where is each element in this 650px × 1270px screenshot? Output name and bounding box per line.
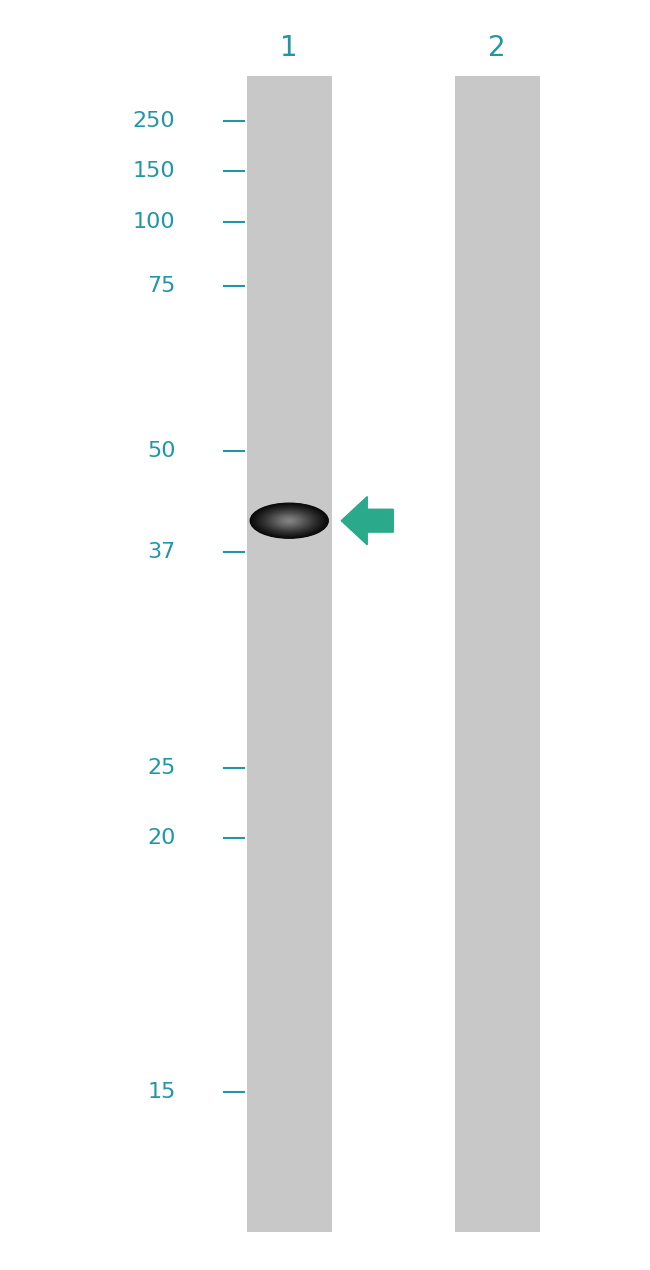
Ellipse shape [268,511,311,531]
Ellipse shape [285,519,293,522]
Ellipse shape [274,514,304,527]
Ellipse shape [265,509,313,532]
Ellipse shape [261,508,317,533]
Text: 1: 1 [280,34,298,62]
Ellipse shape [281,517,298,525]
Text: 25: 25 [147,758,176,779]
Ellipse shape [258,507,320,535]
Ellipse shape [278,516,300,526]
Text: 2: 2 [488,34,506,62]
Ellipse shape [272,513,307,528]
Text: 250: 250 [133,110,176,131]
Ellipse shape [254,505,324,536]
Ellipse shape [286,519,292,522]
Ellipse shape [259,507,320,535]
Ellipse shape [274,513,305,528]
Text: 37: 37 [148,542,176,563]
Text: 20: 20 [147,828,176,848]
Ellipse shape [277,516,302,526]
Ellipse shape [283,518,295,523]
Ellipse shape [250,503,328,538]
Ellipse shape [280,517,299,525]
Ellipse shape [262,508,317,533]
Ellipse shape [257,507,321,535]
Text: 75: 75 [147,276,176,296]
Ellipse shape [256,505,322,536]
Ellipse shape [260,508,318,533]
Ellipse shape [287,519,291,522]
Ellipse shape [270,512,309,530]
Text: 15: 15 [147,1082,176,1102]
Ellipse shape [271,512,308,530]
Ellipse shape [276,514,303,527]
Ellipse shape [273,513,306,528]
Ellipse shape [282,518,296,523]
Ellipse shape [285,518,294,523]
Ellipse shape [278,516,301,526]
Ellipse shape [252,504,326,537]
Ellipse shape [264,509,315,532]
FancyBboxPatch shape [247,76,332,1232]
FancyBboxPatch shape [455,76,540,1232]
Ellipse shape [251,504,327,537]
Text: 150: 150 [133,161,176,182]
Ellipse shape [266,511,313,531]
Ellipse shape [266,511,312,531]
Ellipse shape [254,504,326,537]
FancyArrow shape [341,497,393,545]
Text: 100: 100 [133,212,176,232]
Ellipse shape [263,509,316,532]
Ellipse shape [281,517,297,525]
Ellipse shape [269,512,310,530]
Text: 50: 50 [147,441,176,461]
Ellipse shape [255,505,324,536]
